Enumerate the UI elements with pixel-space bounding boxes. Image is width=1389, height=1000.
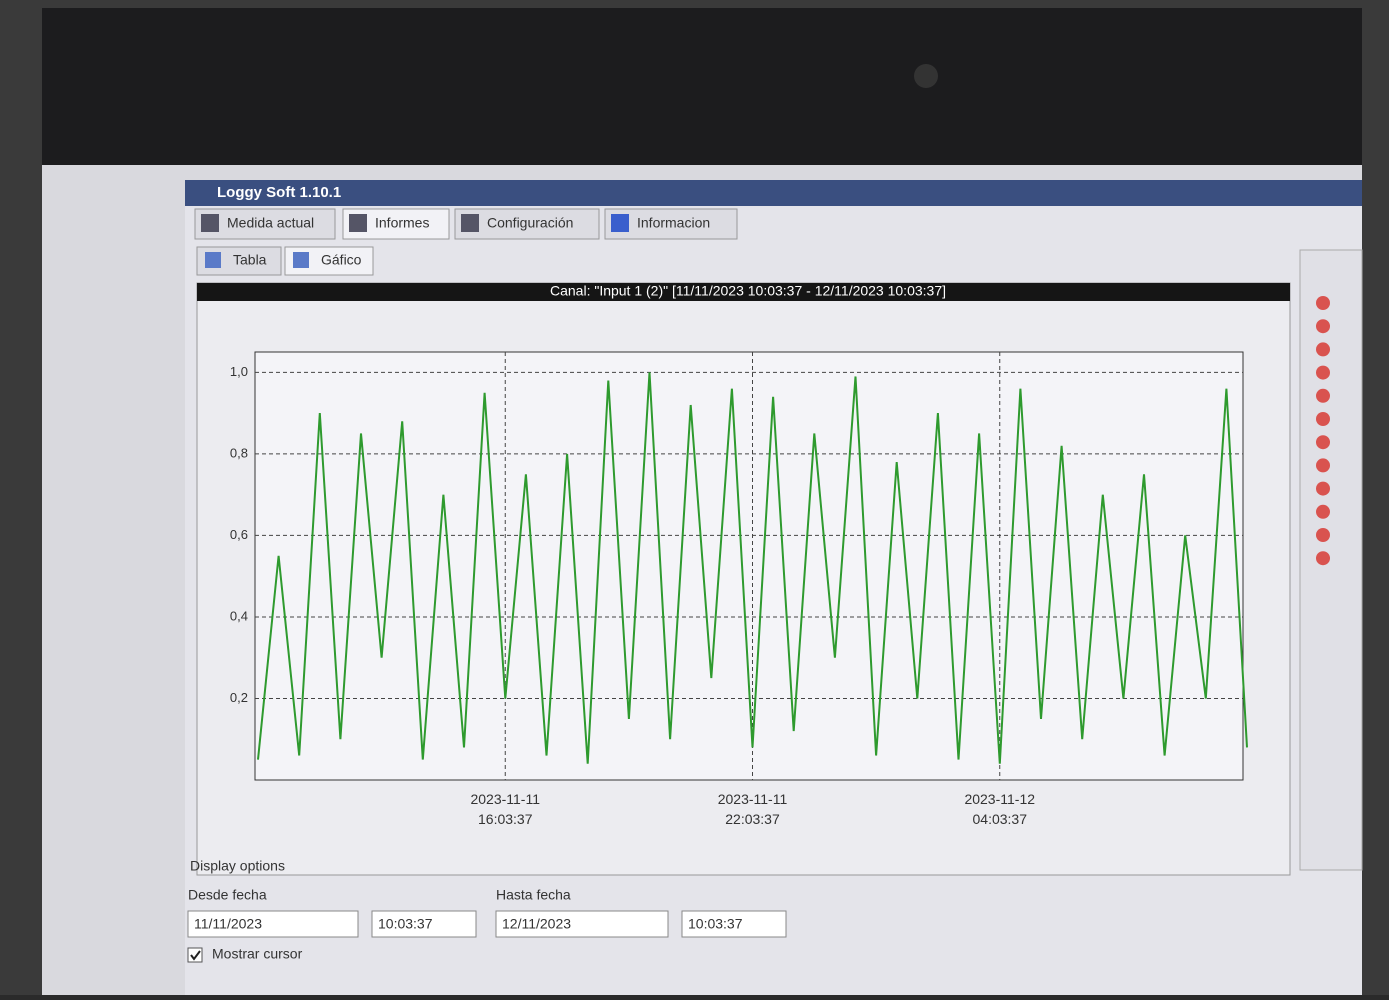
to-label: Hasta fecha xyxy=(496,887,571,903)
tab-icon xyxy=(201,214,219,232)
channel-dot[interactable] xyxy=(1316,412,1330,426)
tab-label: Informacion xyxy=(637,215,710,231)
tab-label: Medida actual xyxy=(227,215,314,231)
channel-dot[interactable] xyxy=(1316,458,1330,472)
subtab-icon xyxy=(293,252,309,268)
tab-label: Informes xyxy=(375,215,429,231)
from-time: 10:03:37 xyxy=(378,916,433,932)
plot-area xyxy=(255,352,1243,780)
subtab-icon xyxy=(205,252,221,268)
y-tick-label: 0,2 xyxy=(230,690,248,705)
camera xyxy=(914,64,938,88)
channel-dot[interactable] xyxy=(1316,435,1330,449)
y-tick-label: 0,6 xyxy=(230,527,248,542)
channel-dot[interactable] xyxy=(1316,342,1330,356)
display-options[interactable]: Display options xyxy=(190,858,285,874)
channel-dot[interactable] xyxy=(1316,505,1330,519)
tab-icon xyxy=(611,214,629,232)
cursor-checkbox[interactable] xyxy=(188,948,202,962)
channel-list xyxy=(1300,250,1362,870)
title-bar xyxy=(185,180,1362,206)
channel-dot[interactable] xyxy=(1316,319,1330,333)
tab-icon xyxy=(349,214,367,232)
channel-dot[interactable] xyxy=(1316,366,1330,380)
channel-dot[interactable] xyxy=(1316,296,1330,310)
subtab-label: Tabla xyxy=(233,252,267,268)
channel-dot[interactable] xyxy=(1316,528,1330,542)
from-label: Desde fecha xyxy=(188,887,267,903)
cursor-label: Mostrar cursor xyxy=(212,946,303,962)
to-time: 10:03:37 xyxy=(688,916,743,932)
channel-dot[interactable] xyxy=(1316,482,1330,496)
tab-label: Configuración xyxy=(487,215,573,231)
subtab-label: Gáfico xyxy=(321,252,362,268)
screen: Loggy Soft 1.10.1 Medida actual Informes C… xyxy=(0,0,1389,995)
from-date: 11/11/2023 xyxy=(194,916,262,932)
y-tick-label: 1,0 xyxy=(230,364,248,379)
tab-icon xyxy=(461,214,479,232)
y-tick-label: 0,4 xyxy=(230,608,248,623)
channel-dot[interactable] xyxy=(1316,551,1330,565)
chart-title: Canal: "Input 1 (2)" [11/11/2023 10:03:3… xyxy=(550,283,946,299)
y-tick-label: 0,8 xyxy=(230,445,248,460)
to-date: 12/11/2023 xyxy=(502,916,571,932)
channel-dot[interactable] xyxy=(1316,389,1330,403)
window-title: Loggy Soft 1.10.1 xyxy=(217,184,341,201)
